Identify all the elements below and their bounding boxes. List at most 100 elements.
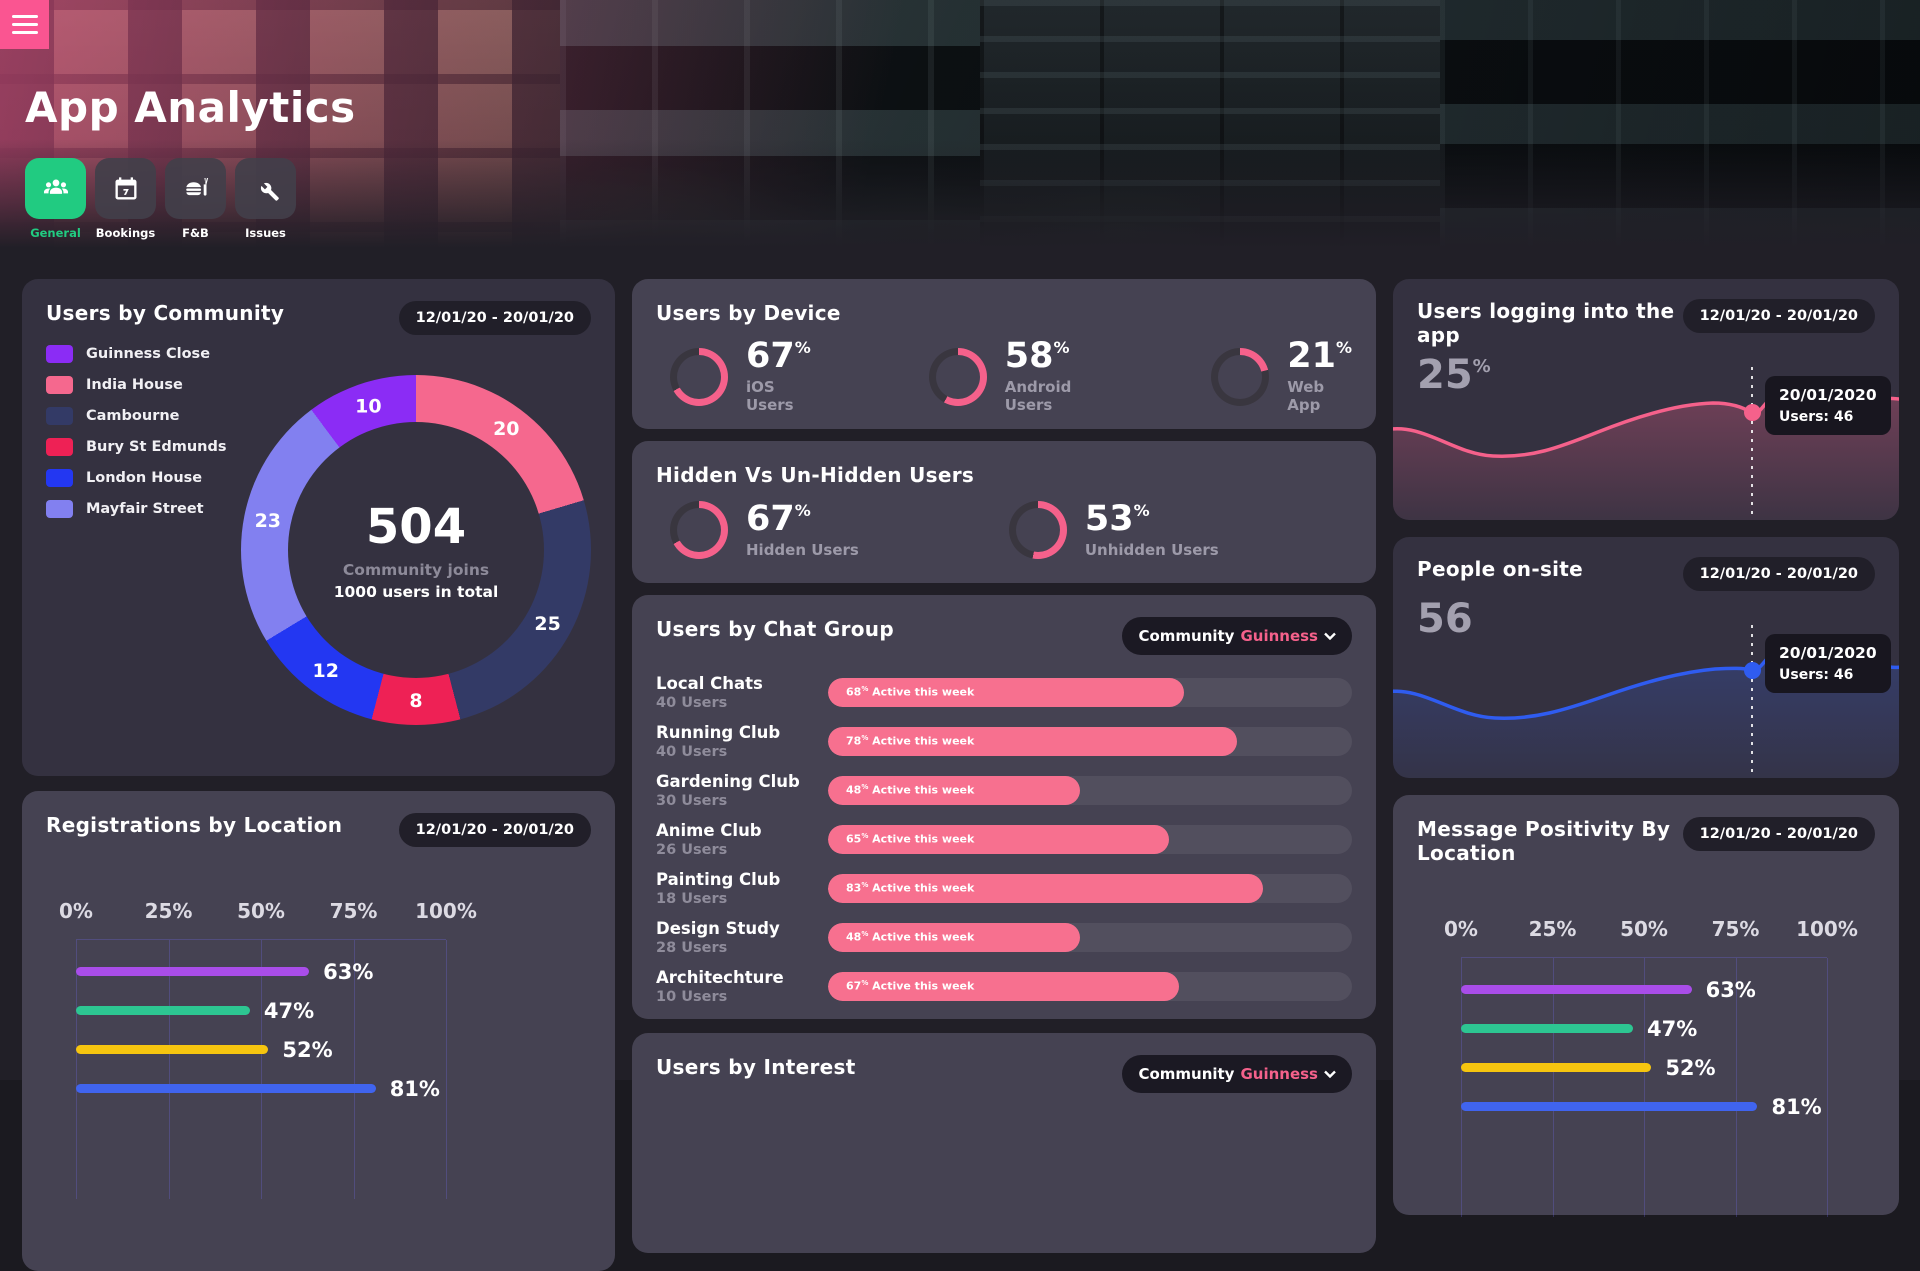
legend-item: Bury St Edmunds bbox=[46, 438, 227, 456]
chat-group-name: Painting Club bbox=[656, 869, 781, 889]
nav-tab-issues-button[interactable] bbox=[235, 158, 296, 219]
chat-group-name: Local Chats bbox=[656, 673, 763, 693]
dashboard-grid: Users by Community 12/01/20 - 20/01/20 G… bbox=[0, 253, 1920, 1271]
legend-label: Mayfair Street bbox=[86, 501, 204, 517]
users-logging-in-card: Users logging into the app 12/01/20 - 20… bbox=[1393, 279, 1899, 520]
location-bar bbox=[1461, 1024, 1634, 1033]
nav-tab-label: Issues bbox=[245, 226, 286, 240]
users-by-community-card: Users by Community 12/01/20 - 20/01/20 G… bbox=[22, 279, 615, 776]
users-by-device-card: Users by Device 67% iOS Users 58% Android U… bbox=[632, 279, 1376, 429]
location-bar bbox=[76, 1084, 376, 1093]
nav-tab-fb-button[interactable] bbox=[165, 158, 226, 219]
highlight-guide-line bbox=[1751, 367, 1753, 520]
gauge-ring bbox=[670, 347, 728, 406]
chevron-down-icon bbox=[1324, 632, 1336, 640]
legend-label: Bury St Edmunds bbox=[86, 439, 227, 455]
location-bar bbox=[1461, 1102, 1758, 1111]
hero-header: App Analytics General Bookings F&B Issues bbox=[0, 0, 1920, 253]
chat-activity-label: 48% Active this week bbox=[846, 930, 975, 944]
gauge-info: 67% iOS Users bbox=[746, 339, 811, 415]
chat-group-row: Anime Club 26 Users 65% Active this week bbox=[656, 818, 1352, 860]
nav-tab-label: General bbox=[30, 226, 81, 240]
community-selector-dropdown[interactable]: Community Guinness bbox=[1122, 617, 1352, 655]
hamburger-menu-button[interactable] bbox=[0, 0, 49, 49]
gauge-info: 53% Unhidden Users bbox=[1084, 501, 1219, 559]
legend-swatch bbox=[46, 500, 73, 518]
donut-segment-value: 10 bbox=[355, 395, 382, 418]
tooltip-date: 20/01/2020 bbox=[1779, 644, 1877, 662]
gauge: 58% Android Users bbox=[928, 336, 1094, 415]
gauge-ring bbox=[1008, 501, 1067, 559]
date-range-chip[interactable]: 12/01/20 - 20/01/20 bbox=[398, 301, 591, 335]
axis-tick-label: 0% bbox=[1444, 917, 1478, 941]
card-title: Users by Device bbox=[656, 301, 841, 325]
chat-group-name: Anime Club bbox=[656, 820, 762, 840]
hidden-gauges: 67% Hidden Users 53% Unhidden Users bbox=[656, 501, 1352, 559]
location-bar bbox=[76, 1006, 250, 1015]
message-positivity-card: Message Positivity By Location 12/01/20 … bbox=[1393, 795, 1899, 1217]
legend-label: Guinness Close bbox=[86, 346, 211, 362]
chat-activity-bar: 67% Active this week bbox=[828, 971, 1180, 1001]
donut-segment-value: 25 bbox=[534, 613, 561, 636]
axis-tick-label: 25% bbox=[144, 899, 193, 923]
chat-group-users: 18 Users bbox=[656, 890, 728, 907]
location-bar-row: 63% bbox=[1461, 970, 1827, 1009]
axis-tick-label: 50% bbox=[1620, 917, 1668, 941]
chat-activity-bar: 65% Active this week bbox=[828, 824, 1169, 854]
x-axis-labels: 0% 25% 50% 75% 100% bbox=[1444, 917, 1858, 941]
highlight-data-point[interactable] bbox=[1744, 662, 1761, 679]
card-title: People on-site bbox=[1417, 557, 1584, 581]
chat-group-row: Local Chats 40 Users 68% Active this week bbox=[656, 671, 1352, 713]
location-bars: 63% 47% 52% 81% bbox=[76, 940, 446, 1108]
chat-group-name: Architechture bbox=[656, 967, 784, 987]
chat-group-row: Architechture 10 Users 67% Active this wee… bbox=[656, 965, 1352, 1007]
location-bar bbox=[76, 967, 310, 976]
chat-group-users: 40 Users bbox=[656, 694, 728, 711]
nav-tab-general-button[interactable] bbox=[25, 158, 86, 219]
card-title: Hidden Vs Un-Hidden Users bbox=[656, 463, 975, 487]
location-bar bbox=[76, 1045, 269, 1054]
selector-prefix: Community bbox=[1138, 627, 1235, 645]
date-range-chip[interactable]: 12/01/20 - 20/01/20 bbox=[1682, 817, 1875, 851]
gauge-info: 21% Web App bbox=[1287, 339, 1352, 415]
nav-tab-bookings-button[interactable] bbox=[95, 158, 156, 219]
chat-activity-bar: 68% Active this week bbox=[828, 677, 1185, 707]
chat-activity-track: 68% Active this week bbox=[828, 677, 1352, 707]
location-bar bbox=[1461, 985, 1692, 994]
gauge-ring bbox=[928, 347, 987, 406]
gauge-label: Unhidden Users bbox=[1084, 540, 1219, 559]
chat-group-users: 28 Users bbox=[656, 939, 728, 956]
chat-group-row: Design Study 28 Users 48% Active this week bbox=[656, 916, 1352, 958]
community-selector-dropdown[interactable]: Community Guinness bbox=[1122, 1055, 1352, 1093]
tooltip-date: 20/01/2020 bbox=[1779, 386, 1877, 404]
gauge-value: 58% bbox=[1004, 336, 1070, 376]
registrations-by-location-card: Registrations by Location 12/01/20 - 20/… bbox=[22, 791, 615, 1271]
axis-tick-label: 75% bbox=[329, 899, 378, 923]
chat-activity-track: 48% Active this week bbox=[828, 775, 1352, 805]
legend-label: London House bbox=[86, 470, 203, 486]
date-range-chip[interactable]: 12/01/20 - 20/01/20 bbox=[398, 813, 591, 847]
chat-activity-label: 48% Active this week bbox=[846, 783, 975, 797]
chat-group-info: Painting Club 18 Users bbox=[656, 870, 828, 907]
legend-swatch bbox=[46, 376, 73, 394]
nav-tab-label: Bookings bbox=[95, 226, 156, 240]
highlight-data-point[interactable] bbox=[1744, 404, 1761, 421]
onsite-count-value: 56 bbox=[1417, 596, 1473, 642]
chat-activity-bar: 78% Active this week bbox=[828, 726, 1237, 756]
gauge-info: 58% Android Users bbox=[1004, 336, 1094, 415]
total-users-label: 1000 users in total bbox=[333, 583, 499, 601]
location-bar-value: 47% bbox=[263, 998, 315, 1023]
donut-segment-value: 8 bbox=[409, 690, 423, 712]
axis-tick-label: 100% bbox=[415, 899, 477, 923]
selector-prefix: Community bbox=[1138, 1065, 1235, 1083]
legend-item: India House bbox=[46, 376, 227, 394]
date-range-chip[interactable]: 12/01/20 - 20/01/20 bbox=[1682, 557, 1875, 591]
legend-swatch bbox=[46, 438, 73, 456]
chat-group-users: 10 Users bbox=[656, 988, 728, 1005]
people-on-site-card: People on-site 12/01/20 - 20/01/20 56 20… bbox=[1393, 537, 1899, 778]
chart-tooltip: 20/01/2020 Users: 46 bbox=[1765, 634, 1891, 693]
legend-item: Cambourne bbox=[46, 407, 227, 425]
legend-swatch bbox=[46, 407, 73, 425]
page-title: App Analytics bbox=[25, 83, 356, 132]
date-range-chip[interactable]: 12/01/20 - 20/01/20 bbox=[1682, 299, 1875, 333]
